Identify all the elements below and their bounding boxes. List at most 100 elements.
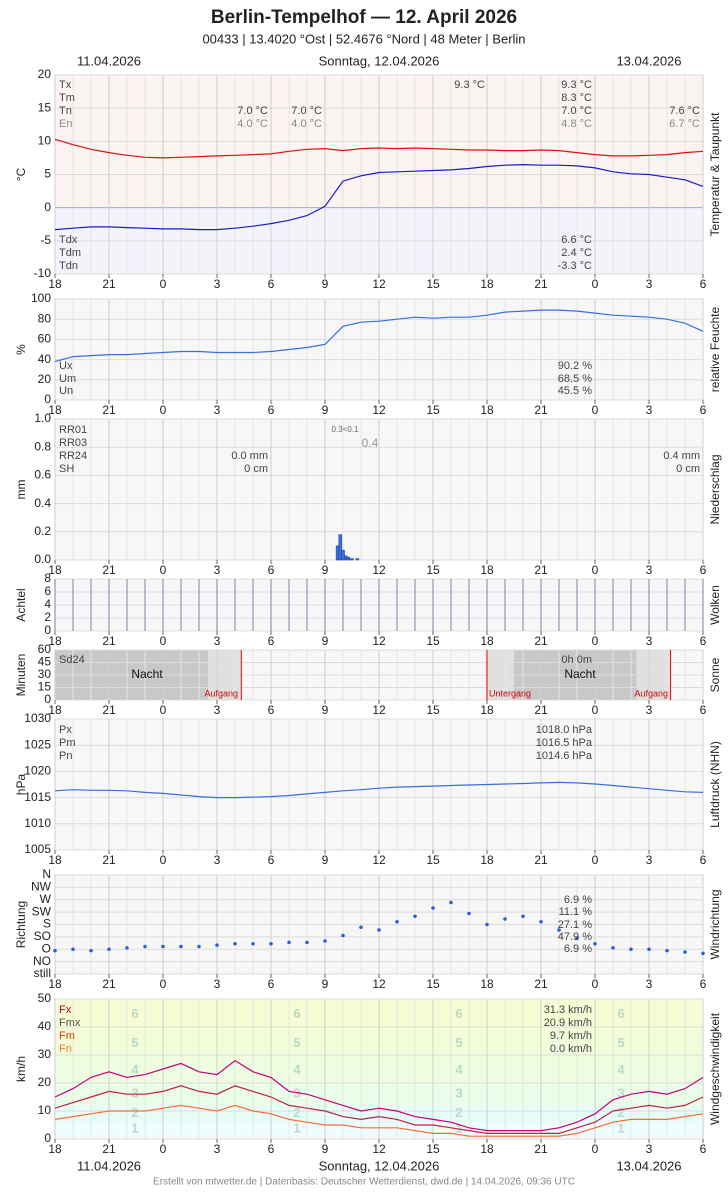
point — [233, 941, 237, 946]
cloud-bar — [306, 579, 308, 631]
x-tick-label: 9 — [322, 703, 329, 717]
point — [593, 941, 597, 946]
y-tick-label: 0.4 — [34, 496, 51, 510]
y-tick-label: SW — [32, 904, 52, 918]
y-tick-label: 10 — [38, 1103, 52, 1117]
point — [575, 936, 579, 941]
annotation: 0.0 km/h — [550, 1043, 592, 1055]
panel-title: Sonne — [708, 657, 722, 692]
cloud-bar — [414, 579, 416, 631]
point — [431, 906, 435, 910]
y-axis-label: °C — [14, 167, 28, 181]
annotation: RR24 — [59, 450, 87, 462]
date: 13.04.2026 — [616, 1158, 681, 1173]
x-tick-label: 3 — [214, 977, 221, 991]
point — [143, 944, 147, 949]
annotation: 0 cm — [676, 463, 700, 475]
annotation: 4.8 °C — [561, 118, 592, 130]
point — [287, 940, 291, 945]
y-tick-label: 0 — [44, 1131, 51, 1145]
panel-title: Temperatur & Taupunkt — [708, 112, 722, 237]
annotation: Untergang — [489, 688, 531, 698]
annotation: RR01 — [59, 424, 87, 436]
annotation: Tdm — [59, 247, 81, 259]
y-tick-label: 5 — [44, 167, 51, 181]
x-tick-label: 21 — [102, 277, 116, 291]
annotation: Tdx — [59, 234, 78, 246]
beaufort-label: 4 — [455, 1062, 463, 1077]
y-tick-label: 60 — [38, 332, 52, 346]
x-tick-label: 12 — [372, 703, 386, 717]
point — [269, 941, 273, 946]
beaufort-label: 5 — [293, 1035, 300, 1050]
x-tick-label: 0 — [160, 563, 167, 577]
cloud-bar — [216, 579, 218, 631]
x-tick-label: 0 — [592, 634, 599, 648]
annotation: RR03 — [59, 437, 87, 449]
annotation: Un — [59, 385, 73, 397]
panel-title: Windgeschwindigkeit — [708, 1012, 722, 1125]
x-tick-label: 0 — [592, 977, 599, 991]
cloud-bar — [252, 579, 254, 631]
x-tick-label: 6 — [268, 703, 275, 717]
series-line — [54, 138, 704, 159]
y-tick-label: 0.2 — [34, 524, 51, 538]
x-tick-label: 6 — [268, 1142, 275, 1156]
x-tick-label: 6 — [268, 634, 275, 648]
x-tick-label: 0 — [592, 277, 599, 291]
annotation: 7.6 °C — [669, 105, 700, 117]
x-tick-label: 21 — [102, 634, 116, 648]
beaufort-label: 5 — [455, 1035, 462, 1050]
panel-title: Windrichtung — [708, 889, 722, 959]
x-tick-label: 0 — [592, 403, 599, 417]
beaufort-label: 4 — [617, 1062, 625, 1077]
annotation: 4.0 °C — [291, 118, 322, 130]
x-tick-label: 3 — [214, 1142, 221, 1156]
x-tick-label: 21 — [534, 563, 548, 577]
annotation: Pm — [59, 737, 76, 749]
series-line — [54, 1059, 704, 1132]
annotation: 90.2 % — [558, 360, 592, 372]
y-axis-label: Richtung — [14, 901, 28, 948]
point — [449, 900, 453, 905]
y-tick-label: 40 — [38, 352, 52, 366]
annotation: 9.3 °C — [561, 79, 592, 91]
x-tick-label: 15 — [426, 403, 440, 417]
point — [179, 944, 183, 949]
x-tick-label: 21 — [102, 403, 116, 417]
panel: 0 20 40 60 80 100 18 21 0 3 6 9 12 15 18 21 0 3 6% relative… — [14, 291, 722, 417]
x-tick-label: 3 — [214, 277, 221, 291]
annotation: 6.9 % — [564, 894, 592, 906]
date: Sonntag, 12.04.2026 — [319, 1158, 440, 1173]
x-tick-label: 3 — [646, 703, 653, 717]
point — [701, 951, 705, 956]
annotation: 0.0 mm — [231, 450, 268, 462]
annotation: Fn — [59, 1043, 72, 1055]
annotation: Px — [59, 724, 72, 736]
y-tick-label: -5 — [40, 233, 51, 247]
panel: 0.0 0.2 0.4 0.6 0.8 1.0 18 21 0 3 6 9 12 15 18 21 0 3 6 mm N… — [14, 411, 722, 577]
x-tick-label: 12 — [372, 977, 386, 991]
beaufort-label: 1 — [131, 1121, 138, 1136]
date: 11.04.2026 — [77, 53, 141, 68]
y-tick-label: 100 — [31, 291, 51, 305]
y-tick-label: S — [43, 917, 51, 931]
x-tick-label: 6 — [700, 563, 707, 577]
beaufort-label: 2 — [293, 1105, 300, 1120]
y-axis-label: mm — [14, 480, 28, 500]
y-tick-label: NW — [31, 880, 52, 894]
annotation: 6.6 °C — [561, 234, 592, 246]
annotation: 6.7 °C — [669, 118, 700, 130]
x-tick-label: 0 — [160, 977, 167, 991]
x-tick-label: 0 — [160, 1142, 167, 1156]
annotation: 0.3<0.1 — [332, 425, 359, 434]
cloud-bar — [54, 579, 56, 631]
y-axis-label: Minuten — [14, 654, 28, 697]
y-axis-label: hPa — [14, 774, 28, 796]
annotation: 11.1 % — [559, 906, 593, 918]
beaufort-label: 4 — [131, 1062, 139, 1077]
x-tick-label: 3 — [646, 563, 653, 577]
x-tick-label: 12 — [372, 634, 386, 648]
point — [629, 947, 633, 952]
y-tick-label: 45 — [38, 655, 52, 669]
